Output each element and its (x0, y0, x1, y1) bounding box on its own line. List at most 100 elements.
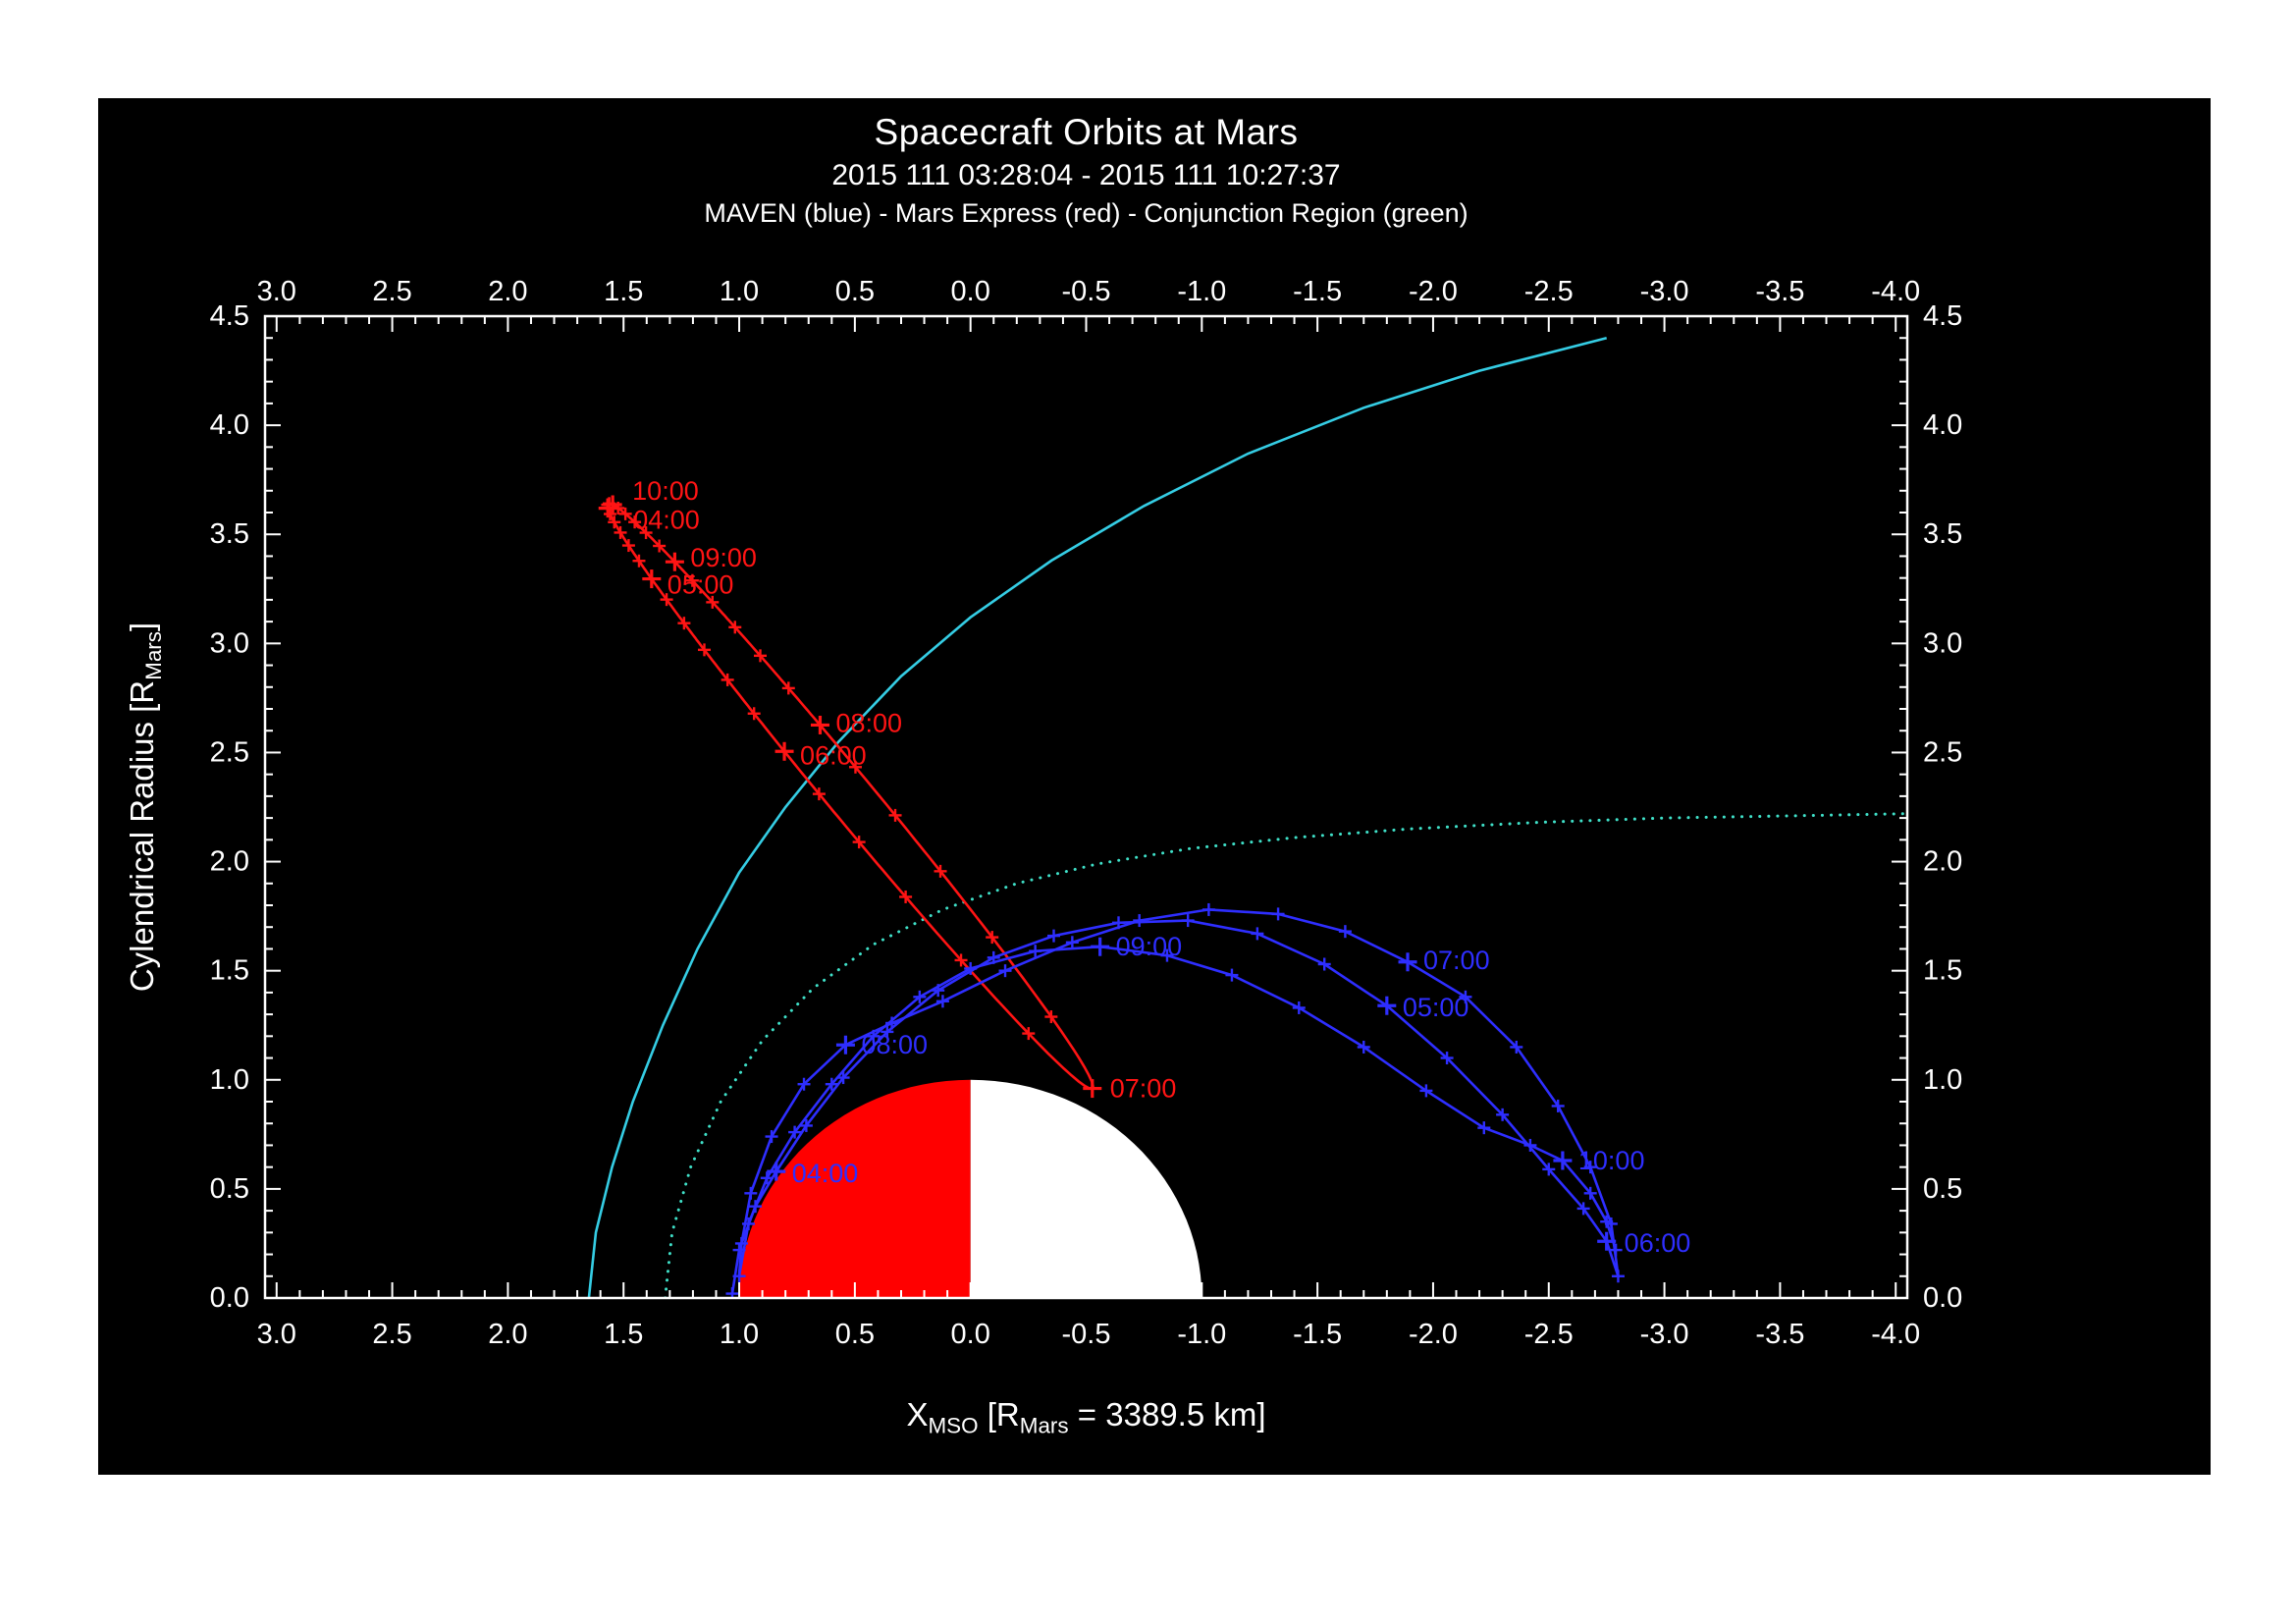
title-block: Spacecraft Orbits at Mars 2015 111 03:28… (98, 98, 2074, 229)
mars-express-time-tick (812, 787, 826, 801)
y-tick-label-right: 0.0 (1923, 1282, 1962, 1314)
maven-time-tick (1609, 1243, 1623, 1257)
y-tick-label-right: 1.5 (1923, 955, 1962, 987)
maven-time-tick (1338, 925, 1352, 939)
maven-time-tick (1201, 902, 1215, 916)
x-tick-label-bottom: -3.5 (1755, 1319, 1804, 1350)
mars-express-time-label: 08:00 (835, 708, 902, 737)
x-tick-label-top: -2.5 (1524, 276, 1574, 307)
mars-express-time-tick (754, 649, 768, 663)
maven-time-label: 08:00 (861, 1030, 928, 1059)
y-tick-label-right: 4.5 (1923, 300, 1962, 332)
bow-shock-curve (587, 336, 1608, 1298)
mars-express-orbit: 04:00 05:00 06:00 07:00 08:00 09:00 10:00 (598, 476, 1176, 1104)
maven-time-tick (1317, 957, 1331, 971)
x-axis-title: XMSO [RMars = 3389.5 km] (265, 1396, 1907, 1439)
maven-time-label: 05:00 (1403, 993, 1469, 1022)
y-tick-label-right: 2.5 (1923, 736, 1962, 768)
x-tick-label-top: 1.0 (720, 276, 759, 307)
maven-time-tick (788, 1125, 802, 1139)
maven-time-tick (741, 1217, 755, 1230)
x-tick-label-bottom: -2.0 (1409, 1319, 1458, 1350)
plot-panel: 04:00 05:00 06:00 07:00 08:00 09:00 10:00 04:00… (98, 98, 2211, 1475)
chart-series-note: MAVEN (blue) - Mars Express (red) - Conj… (704, 198, 1468, 228)
y-tick-label-left: 1.0 (210, 1064, 249, 1096)
maven-time-tick (1181, 914, 1195, 928)
mars-express-time-tick (685, 573, 699, 587)
x-tick-label-bottom: 2.0 (488, 1319, 527, 1350)
y-tick-label-right: 1.0 (1923, 1064, 1962, 1096)
y-tick-label-left: 0.5 (210, 1173, 249, 1205)
maven-time-tick (867, 1029, 881, 1043)
x-tick-label-top: -3.0 (1640, 276, 1689, 307)
maven-time-label: 04:00 (792, 1159, 859, 1188)
maven-time-label: 09:00 (1116, 932, 1183, 961)
maven-hour-marker (835, 1035, 855, 1055)
x-tick-label-bottom: -3.0 (1640, 1319, 1689, 1350)
y-tick-label-left: 4.5 (210, 300, 249, 332)
mars-express-hour-marker (665, 552, 684, 571)
mars-express-time-tick (1044, 1010, 1058, 1024)
x-tick-label-top: 2.5 (372, 276, 411, 307)
y-tick-label-right: 4.0 (1923, 409, 1962, 441)
mars-express-time-tick (721, 673, 734, 686)
y-tick-label-right: 3.0 (1923, 627, 1962, 659)
y-tick-label-left: 4.0 (210, 409, 249, 441)
maven-hour-marker (1091, 937, 1110, 956)
mars-express-time-tick (899, 890, 913, 903)
y-tick-label-right: 3.5 (1923, 518, 1962, 550)
mars-express-time-label: 09:00 (690, 543, 757, 572)
mars-express-hour-marker (603, 495, 622, 514)
maven-time-tick (1133, 914, 1147, 928)
mars-express-orbit-path (606, 502, 1095, 1091)
mars-express-time-tick (698, 643, 712, 657)
x-title-sub-mso: MSO (928, 1413, 979, 1438)
x-tick-label-bottom: -1.5 (1293, 1319, 1342, 1350)
maven-time-tick (935, 995, 949, 1008)
mars-express-time-tick (728, 621, 742, 634)
maven-time-tick (825, 1077, 838, 1091)
mars-express-time-tick (639, 526, 653, 540)
x-title-mid: [R (978, 1396, 1020, 1433)
y-tick-label-left: 0.0 (210, 1282, 249, 1314)
mars-express-time-tick (954, 953, 968, 967)
maven-time-tick (1583, 1186, 1597, 1200)
maven-time-tick (1419, 1084, 1433, 1098)
curves-layer: 04:0005:0006:0007:0008:0009:0010:0004:00… (587, 336, 1907, 1298)
maven-time-tick (1225, 968, 1239, 982)
maven-orbit: 04:00 05:00 06:00 07:00 08:00 09:00 10:00 (725, 902, 1690, 1298)
maven-hour-marker (1377, 996, 1397, 1015)
y-tick-label-right: 2.0 (1923, 846, 1962, 878)
maven-time-tick (799, 1118, 813, 1132)
x-title-tail: = 3389.5 km] (1068, 1396, 1266, 1433)
maven-time-tick (1459, 990, 1472, 1003)
mars-express-time-tick (781, 681, 795, 695)
chart-date-range: 2015 111 03:28:04 - 2015 111 10:27:37 (831, 159, 1341, 191)
mars-express-time-tick (608, 515, 621, 529)
y-title-head: Cylendrical Radius [R (124, 679, 161, 993)
x-tick-label-top: -1.5 (1293, 276, 1342, 307)
y-title-tail: ] (124, 622, 161, 631)
x-tick-label-top: -0.5 (1062, 276, 1111, 307)
y-tick-label-right: 0.5 (1923, 1173, 1962, 1205)
maven-hour-marker (1597, 1231, 1617, 1251)
y-tick-label-left: 2.5 (210, 736, 249, 768)
mars-express-hour-marker (642, 569, 662, 589)
x-tick-label-top: 1.5 (604, 276, 643, 307)
maven-time-tick (1477, 1121, 1491, 1135)
x-tick-label-bottom: -4.0 (1871, 1319, 1920, 1350)
x-tick-label-top: 2.0 (488, 276, 527, 307)
maven-time-tick (1292, 1001, 1306, 1014)
y-axis-title: Cylendrical Radius [RMars] (124, 622, 167, 992)
mars-express-time-tick (852, 836, 866, 849)
x-tick-label-top: -4.0 (1871, 276, 1920, 307)
mars-express-hour-marker (1083, 1079, 1102, 1099)
y-title-sub-mars: Mars (140, 631, 166, 680)
x-tick-label-top: 0.5 (835, 276, 875, 307)
maven-time-tick (1496, 1108, 1510, 1121)
maven-time-label: 10:00 (1578, 1146, 1645, 1175)
maven-hour-marker (767, 1162, 786, 1181)
maven-time-tick (1510, 1040, 1523, 1054)
maven-time-tick (881, 1025, 894, 1039)
